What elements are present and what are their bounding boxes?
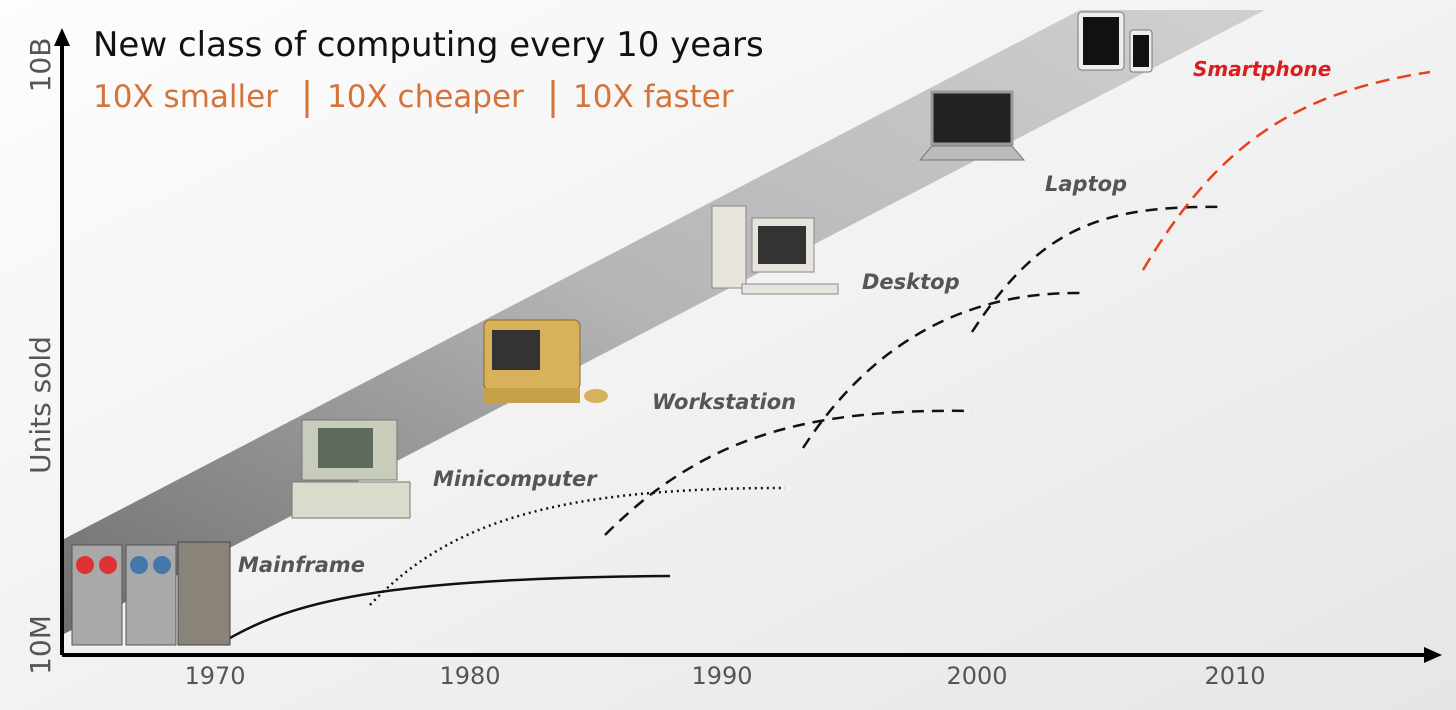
- y-arrow: [54, 28, 70, 46]
- subtitle-item: 10X cheaper: [327, 79, 524, 115]
- smartphone-curve: [1141, 70, 1431, 271]
- title: New class of computing every 10 years: [93, 25, 764, 65]
- smartphone-icon: [1077, 11, 1153, 73]
- x-tick-label: 1990: [691, 662, 752, 690]
- mainframe-curve: [229, 574, 671, 640]
- desktop-icon: [711, 205, 839, 295]
- x-tick-label: 2010: [1204, 662, 1265, 690]
- class-label: Workstation: [652, 390, 796, 414]
- class-label: Minicomputer: [433, 467, 598, 491]
- x-tick-label: 2000: [946, 662, 1007, 690]
- x-tick-label: 1970: [184, 662, 245, 690]
- subtitle-item: 10X smaller: [93, 79, 278, 115]
- workstation-icon: [483, 319, 608, 403]
- class-label: Laptop: [1045, 172, 1127, 196]
- x-arrow: [1424, 647, 1442, 663]
- minicomputer-curve: [369, 486, 786, 606]
- subtitle-item: 10X faster: [573, 79, 734, 115]
- class-label: Smartphone: [1193, 57, 1331, 81]
- laptop-curve: [970, 205, 1226, 333]
- class-label: Mainframe: [238, 553, 365, 577]
- x-tick-label: 1980: [439, 662, 500, 690]
- y-axis-label: Units sold: [24, 336, 57, 474]
- minicomputer-icon: [291, 419, 411, 519]
- laptop-icon: [918, 90, 1026, 161]
- y-bottom-label: 10M: [24, 615, 57, 675]
- workstation-curve: [604, 409, 973, 536]
- mainframe-icon: [71, 541, 231, 646]
- class-label: Desktop: [862, 270, 960, 294]
- desktop-curve: [801, 291, 1081, 449]
- y-top-label: 10B: [24, 38, 57, 93]
- curves: [229, 70, 1431, 640]
